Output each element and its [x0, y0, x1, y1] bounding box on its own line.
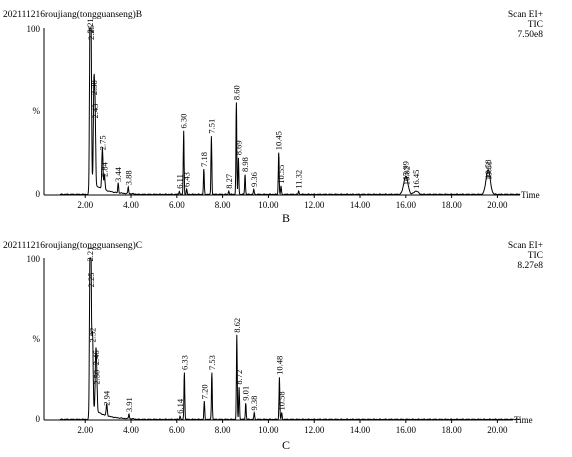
peak-label: 2.25 — [86, 273, 96, 288]
peak-label: 9.36 — [249, 172, 259, 187]
peak-label: 2.21 — [85, 247, 95, 262]
panel-b-sample-name: 202111216roujiang(tongguanseng)B — [3, 9, 142, 20]
panel-b-tic-trace — [60, 27, 521, 196]
panel-b-max-intensity: 7.50e8 — [517, 30, 543, 40]
peak-label: 10.45 — [274, 131, 284, 150]
panel-b-y-axis-label: % — [33, 106, 41, 116]
panel-b-peak-labels: 2.212.25 2.38 2.43 2.75 2.84 3.44 3.88 6.11 6.30… — [85, 18, 494, 188]
peak-label: 8.69 — [233, 140, 243, 155]
peak-label: 6.11 — [174, 174, 184, 189]
panel-c-y-tick-100: 100 — [27, 254, 41, 264]
peak-label: 8.62 — [232, 318, 242, 333]
peak-label: 10.48 — [274, 356, 284, 375]
peak-label: 2.21 — [85, 18, 95, 33]
peak-label: 7.18 — [199, 152, 209, 167]
x-tick-label: 20.00 — [487, 425, 508, 435]
panel-c-tic-label: TIC — [528, 251, 543, 261]
panel-c-x-axis-label: Time — [514, 415, 533, 425]
panel-b-tic-label: TIC — [528, 20, 543, 30]
x-tick-label: 4.00 — [123, 425, 139, 435]
x-tick-label: 2.00 — [77, 425, 93, 435]
peak-label: 3.44 — [113, 166, 123, 182]
peak-label: 3.88 — [123, 170, 133, 185]
x-tick-label: 8.00 — [215, 200, 231, 210]
x-tick-label: 16.00 — [396, 425, 417, 435]
peak-label: 7.53 — [207, 355, 217, 370]
peak-label: 19.61 — [484, 161, 494, 180]
panel-c: 202111216roujiang(tongguanseng)C Scan EI… — [3, 240, 543, 452]
x-tick-label: 16.00 — [396, 200, 417, 210]
panel-c-label: C — [282, 438, 290, 452]
panel-c-y-axis-label: % — [33, 334, 41, 344]
peak-label: 15.99 — [401, 161, 411, 180]
panel-b-label: B — [282, 211, 290, 225]
peak-label: 3.91 — [124, 397, 134, 412]
panel-c-max-intensity: 8.27e8 — [517, 261, 543, 271]
panel-c-scan-label: Scan EI+ — [508, 241, 543, 251]
peak-label: 8.98 — [240, 157, 250, 172]
x-tick-label: 6.00 — [169, 200, 185, 210]
peak-label: 11.32 — [294, 170, 304, 189]
panel-b-y-tick-100: 100 — [27, 24, 41, 34]
x-tick-label: 18.00 — [441, 200, 462, 210]
x-tick-label: 12.00 — [304, 425, 325, 435]
peak-label: 7.51 — [206, 119, 216, 134]
peak-label: 2.75 — [97, 135, 107, 150]
x-tick-label: 20.00 — [487, 200, 508, 210]
peak-label: 16.02 — [401, 166, 411, 185]
peak-label: 2.38 — [89, 80, 99, 95]
peak-label: 2.84 — [100, 161, 110, 177]
x-tick-label: 4.00 — [123, 200, 139, 210]
peak-label: 19.58 — [483, 159, 493, 178]
panel-b: 202111216roujiang(tongguanseng)B Scan EI… — [3, 9, 543, 225]
x-tick-label: 10.00 — [258, 425, 279, 435]
peak-label: 2.25 — [86, 25, 96, 40]
x-tick-label: 14.00 — [350, 200, 371, 210]
peak-label: 6.14 — [175, 398, 185, 414]
peak-label: 9.01 — [241, 386, 251, 401]
x-tick-label: 18.00 — [441, 425, 462, 435]
peak-label: 9.38 — [249, 396, 259, 411]
peak-label: 10.55 — [276, 165, 286, 184]
peak-label: 16.45 — [411, 170, 421, 189]
peak-label: 8.72 — [234, 370, 244, 385]
panel-c-tic-trace — [60, 257, 521, 421]
panel-c-peak-labels: 2.21 2.25 2.32 2.46 2.502.94 3.91 6.14 6.33 7.20… — [85, 247, 287, 414]
panel-c-sample-name: 202111216roujiang(tongguanseng)C — [3, 240, 142, 251]
peak-label: 8.60 — [231, 85, 241, 100]
peak-label: 10.58 — [277, 391, 287, 410]
peak-label: 8.27 — [224, 174, 234, 189]
x-tick-label: 12.00 — [304, 200, 325, 210]
peak-label: 2.94 — [102, 390, 112, 406]
peak-label: 2.32 — [88, 328, 98, 343]
panel-c-x-ticks: 2.00 4.00 6.00 8.00 10.00 12.00 14.00 16.00 18.0… — [77, 420, 508, 435]
peak-label: 2.43 — [90, 104, 100, 119]
x-tick-label: 8.00 — [215, 425, 231, 435]
panel-c-y-tick-0: 0 — [36, 414, 41, 424]
peak-label: 6.43 — [182, 172, 192, 187]
x-tick-label: 10.00 — [258, 200, 279, 210]
peak-label: 6.30 — [179, 114, 189, 129]
peak-label: 7.20 — [199, 384, 209, 399]
x-tick-label: 6.00 — [169, 425, 185, 435]
panel-b-y-tick-0: 0 — [36, 189, 41, 199]
panel-b-x-axis-label: Time — [521, 190, 540, 200]
x-tick-label: 2.00 — [77, 200, 93, 210]
peak-label: 2.46 — [91, 350, 101, 365]
x-tick-label: 14.00 — [350, 425, 371, 435]
peak-label: 6.33 — [179, 355, 189, 370]
peak-label: 2.50 — [92, 370, 102, 385]
panel-b-scan-label: Scan EI+ — [508, 10, 543, 20]
panel-b-x-ticks: 2.00 4.00 6.00 8.00 10.00 12.00 14.00 16.00 18.0… — [77, 195, 508, 210]
